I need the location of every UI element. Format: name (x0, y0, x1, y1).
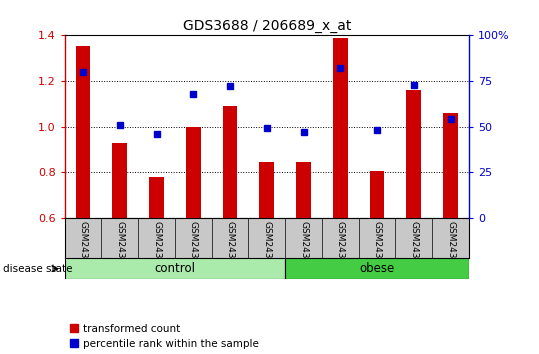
Bar (296, 162, 311, 218)
Text: GSM243227: GSM243227 (372, 221, 382, 276)
FancyBboxPatch shape (65, 258, 285, 279)
Text: GSM243215: GSM243215 (79, 221, 87, 276)
Bar (443, 113, 458, 218)
Text: obese: obese (360, 262, 395, 275)
Bar (259, 162, 274, 218)
Text: control: control (155, 262, 196, 275)
Text: GSM243275: GSM243275 (446, 221, 455, 276)
Bar (75, 46, 91, 218)
Text: GSM243218: GSM243218 (189, 221, 198, 276)
Text: GSM243228: GSM243228 (409, 221, 418, 276)
Text: GSM243220: GSM243220 (262, 221, 271, 276)
Legend: transformed count, percentile rank within the sample: transformed count, percentile rank withi… (70, 324, 259, 349)
Text: GSM243226: GSM243226 (336, 221, 345, 276)
Bar (149, 177, 164, 218)
Bar (186, 127, 201, 218)
Title: GDS3688 / 206689_x_at: GDS3688 / 206689_x_at (183, 19, 351, 33)
Text: GSM243216: GSM243216 (115, 221, 125, 276)
Text: GSM243217: GSM243217 (152, 221, 161, 276)
Bar (406, 90, 421, 218)
Text: disease state: disease state (3, 264, 72, 274)
Bar (113, 143, 127, 218)
FancyBboxPatch shape (285, 258, 469, 279)
Bar (223, 106, 237, 218)
Bar (370, 171, 384, 218)
Text: GSM243219: GSM243219 (225, 221, 234, 276)
Bar (333, 38, 348, 218)
Text: GSM243225: GSM243225 (299, 221, 308, 276)
